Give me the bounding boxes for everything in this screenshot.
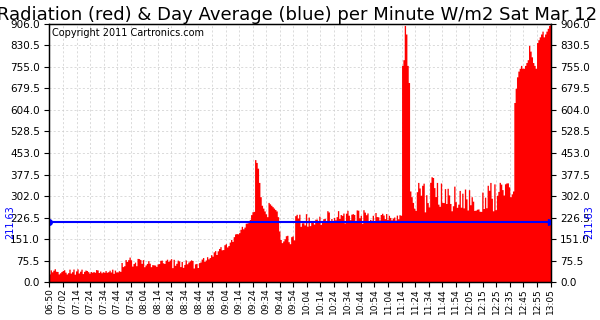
Text: 211.63: 211.63 — [5, 205, 16, 239]
Title: Solar Radiation (red) & Day Average (blue) per Minute W/m2 Sat Mar 12 13:12: Solar Radiation (red) & Day Average (blu… — [0, 5, 600, 24]
Text: 211.63: 211.63 — [584, 205, 595, 239]
Text: Copyright 2011 Cartronics.com: Copyright 2011 Cartronics.com — [52, 28, 204, 38]
